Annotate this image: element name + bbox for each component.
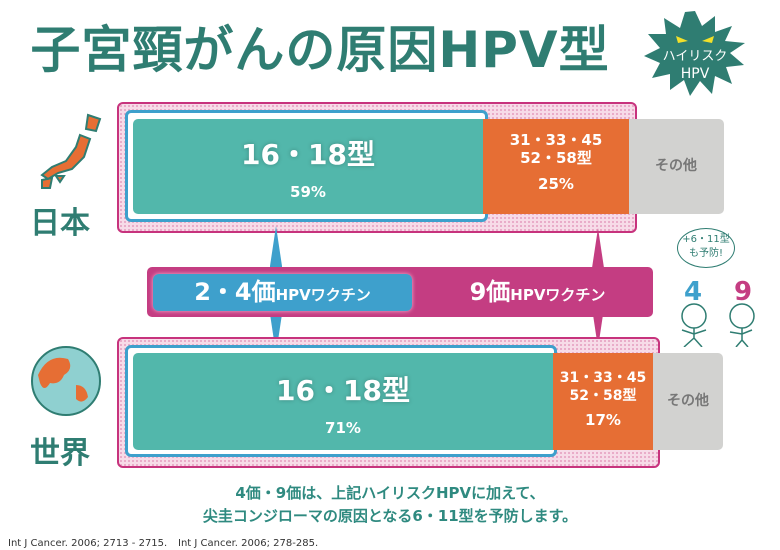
high-risk-hpv-badge: ハイリスク HPV: [640, 8, 750, 98]
world-other-types-1: 31・33・45: [559, 370, 647, 386]
japan-other-types-1: 31・33・45: [509, 131, 603, 149]
note-line-2: 尖圭コンジローマの原因となる6・11型を予防します。: [202, 507, 578, 525]
japan-other-segment: その他: [628, 119, 724, 214]
japan-main-type: 16・18型: [241, 138, 375, 171]
note-line-1: 4価・9価は、上記ハイリスクHPVに加えて、: [235, 484, 545, 502]
world-high-risk-segment: 31・33・45 52・58型 17%: [553, 353, 653, 450]
world-other-segment: その他: [653, 353, 723, 450]
spiky-virus-icon: ハイリスク HPV: [644, 11, 745, 96]
speech-bubble: +6・11型 も予防!: [677, 228, 735, 268]
japan-other-types-2: 52・58型: [520, 149, 592, 167]
page-title: 子宮頸がんの原因HPV型: [30, 21, 610, 79]
svg-text:4: 4: [684, 277, 702, 307]
japan-high-risk-segment: 31・33・45 52・58型 25%: [483, 119, 629, 214]
world-16-18-segment: 16・18型 71%: [133, 353, 553, 450]
world-main-pct: 71%: [325, 419, 361, 437]
svg-text:9: 9: [734, 277, 752, 307]
japan-map-icon: [40, 113, 102, 189]
globe-icon: [31, 346, 101, 416]
badge-line1: ハイリスク: [663, 49, 728, 64]
world-other-types-2: 52・58型: [569, 388, 637, 404]
24valent-vaccine-label: 2・4価HPVワクチン: [153, 274, 412, 311]
mascot-characters-icon: 4 9: [681, 277, 755, 347]
world-main-type: 16・18型: [276, 374, 410, 407]
japan-16-18-segment: 16・18型 59%: [133, 119, 483, 214]
world-other-pct: 17%: [585, 411, 621, 429]
citation-1: Int J Cancer. 2006; 2713 - 2715.: [8, 538, 168, 549]
9valent-label: 9価HPVワクチン: [469, 278, 606, 306]
badge-line2: HPV: [681, 66, 710, 82]
citation-2: Int J Cancer. 2006; 278-285.: [178, 538, 319, 549]
japan-other-pct: 25%: [538, 175, 574, 193]
japan-label: 日本: [30, 206, 90, 241]
world-label: 世界: [30, 436, 90, 471]
japan-main-pct: 59%: [290, 183, 326, 201]
